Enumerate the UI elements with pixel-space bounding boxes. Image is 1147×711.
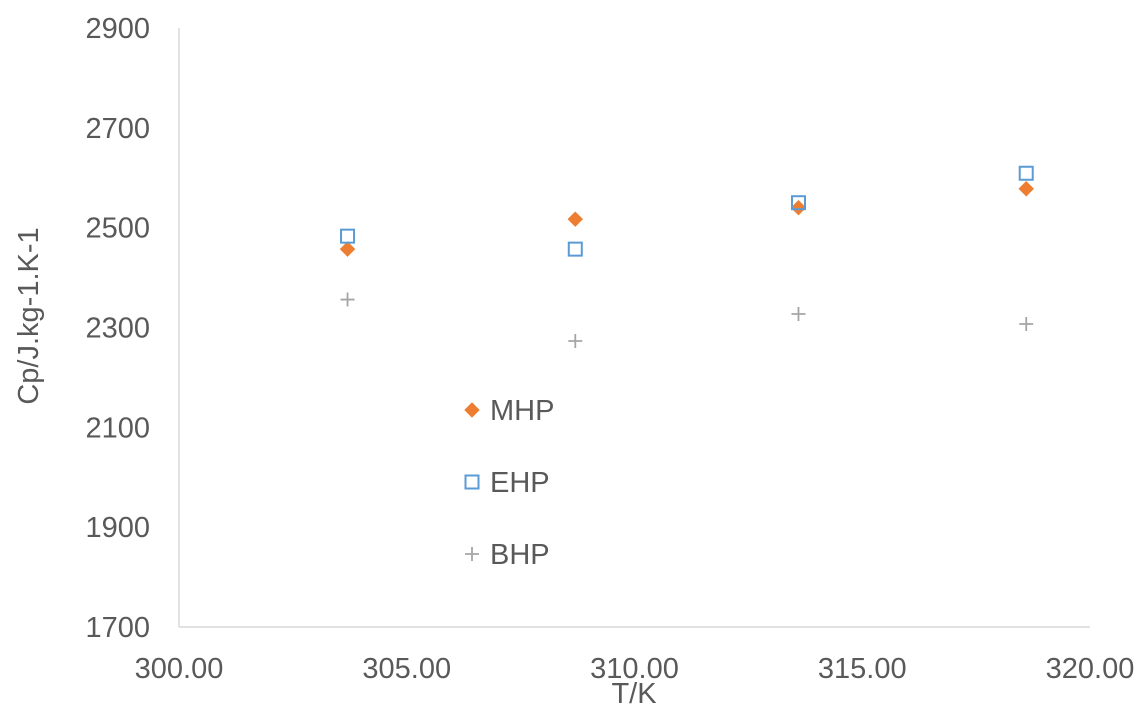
x-tick-label: 305.00 — [362, 653, 451, 685]
mhp-data-point — [339, 241, 356, 257]
x-tick-label: 300.00 — [135, 653, 224, 685]
ehp-data-point — [790, 195, 806, 211]
bhp-data-point — [568, 333, 583, 348]
y-tick-label: 1900 — [85, 512, 150, 544]
ehp-legend-label: EHP — [490, 467, 550, 499]
y-tick-label: 2500 — [85, 213, 150, 245]
x-axis-title: T/K — [611, 678, 657, 710]
mhp-legend-marker — [464, 402, 480, 418]
tick-labels: 1700 1900 2100 2300 2500 2700 2900 300.00 305.00… — [85, 13, 1134, 685]
axes — [178, 28, 1090, 628]
mhp-data-point — [1018, 181, 1034, 197]
bhp-data-point — [791, 307, 806, 322]
bhp-legend-label: BHP — [490, 539, 550, 571]
mhp-legend-label: MHP — [490, 395, 554, 427]
y-tick-label: 2700 — [85, 113, 150, 145]
y-tick-label: 2100 — [85, 412, 150, 444]
ehp-data-point — [1018, 165, 1034, 181]
y-tick-label: 2300 — [85, 313, 150, 345]
y-tick-label: 2900 — [85, 13, 150, 45]
bhp-data-point — [340, 292, 355, 307]
y-axis-title: Cp/J.kg-1.K-1 — [13, 227, 45, 404]
x-tick-label: 315.00 — [818, 653, 907, 685]
mhp-data-point — [567, 211, 583, 227]
data-points — [339, 165, 1034, 348]
x-tick-label: 310.00 — [590, 653, 679, 685]
ehp-data-point — [567, 241, 583, 257]
bhp-legend-marker — [465, 547, 479, 561]
bhp-data-point — [1019, 317, 1034, 332]
ehp-legend-marker — [464, 474, 480, 490]
legend: MHP EHP BHP — [464, 395, 554, 571]
mhp-data-point — [790, 199, 807, 216]
y-tick-label: 1700 — [85, 612, 150, 644]
ehp-data-point — [340, 228, 356, 244]
x-tick-label: 320.00 — [1046, 653, 1135, 685]
